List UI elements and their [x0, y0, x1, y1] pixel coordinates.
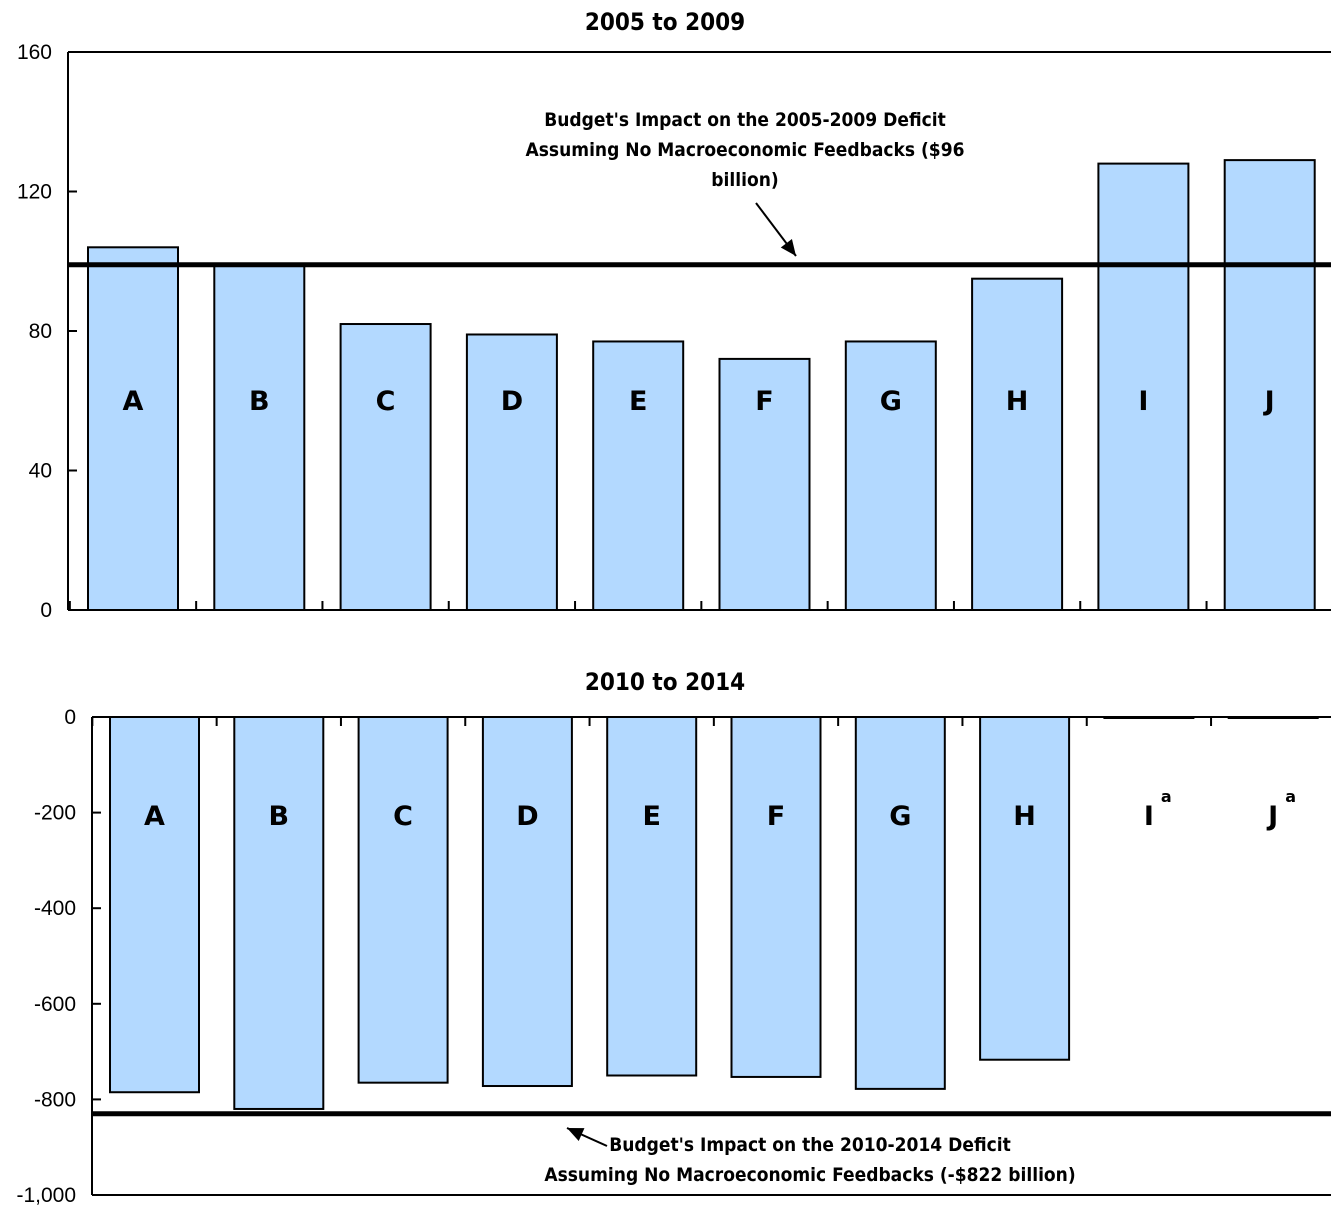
y-tick-label: 40 [29, 460, 52, 483]
category-label: H [1006, 386, 1029, 417]
category-label: A [123, 386, 144, 417]
bar-i [1097, 162, 1190, 611]
y-tick-label: -800 [34, 1088, 76, 1111]
category-label: B [249, 386, 270, 417]
category-superscript: a [1161, 787, 1172, 806]
y-tick-label: 0 [40, 599, 52, 622]
category-label: F [755, 386, 773, 417]
category-label: D [516, 801, 538, 832]
category-label: G [880, 386, 902, 417]
bar-a [87, 246, 179, 612]
bar-c [357, 716, 449, 1084]
bar-h [979, 716, 1071, 1061]
category-label: A [144, 801, 165, 832]
category-label: E [629, 386, 647, 417]
bar-e [606, 716, 698, 1077]
reference-line-annotation: Budget's Impact on the 2005-2009 Deficit [544, 109, 946, 131]
bar-c [339, 323, 432, 611]
bar-d [465, 333, 558, 611]
bar-e [592, 340, 685, 611]
y-tick-label: -600 [34, 993, 76, 1016]
category-label: J [1266, 801, 1278, 832]
reference-line-annotation: Budget's Impact on the 2010-2014 Deficit [609, 1134, 1011, 1156]
annotation-arrow-head [567, 1128, 585, 1141]
panel-2010-2014: 2010 to 2014 0 -200 -400 -600 -800 -1,000 A B C D E… [16, 668, 1331, 1205]
category-superscript: a [1285, 787, 1296, 806]
y-tick-label: 160 [17, 41, 52, 64]
category-label: J [1263, 386, 1275, 417]
bar-g [844, 340, 937, 611]
chart-title: 2005 to 2009 [585, 8, 745, 36]
y-tick-label: 80 [29, 320, 52, 343]
bar-g [854, 716, 946, 1090]
bar-d [481, 716, 573, 1088]
bar-f [718, 357, 811, 611]
bar-j [1223, 159, 1316, 612]
category-label: H [1013, 801, 1036, 832]
y-tick-label: 120 [17, 181, 52, 204]
category-label: E [642, 801, 660, 832]
category-label: C [376, 386, 396, 417]
annotation-arrow-head [780, 239, 796, 256]
y-tick-label: -200 [34, 802, 76, 825]
reference-line-annotation: Assuming No Macroeconomic Feedbacks (-$8… [544, 1164, 1075, 1186]
bar-f [730, 716, 822, 1078]
panel-2005-2009: 2005 to 2009 0 40 80 120 160 A B C D E F G H I J Budget'… [17, 8, 1331, 622]
category-label: I [1138, 386, 1148, 417]
bar-b [213, 263, 306, 611]
y-tick-label: 0 [64, 706, 76, 729]
category-label: I [1144, 801, 1154, 832]
reference-line-annotation: Assuming No Macroeconomic Feedbacks ($96 [526, 139, 965, 161]
category-label: C [393, 801, 413, 832]
reference-line-annotation: billion) [711, 169, 778, 191]
bar-a [109, 716, 200, 1094]
chart-title: 2010 to 2014 [585, 668, 745, 696]
y-tick-label: -1,000 [16, 1184, 76, 1205]
bar-h [971, 277, 1064, 611]
category-label: G [889, 801, 911, 832]
bar-b [233, 716, 325, 1110]
category-label: D [501, 386, 523, 417]
category-label: B [269, 801, 290, 832]
category-label: F [767, 801, 785, 832]
y-tick-label: -400 [34, 897, 76, 920]
